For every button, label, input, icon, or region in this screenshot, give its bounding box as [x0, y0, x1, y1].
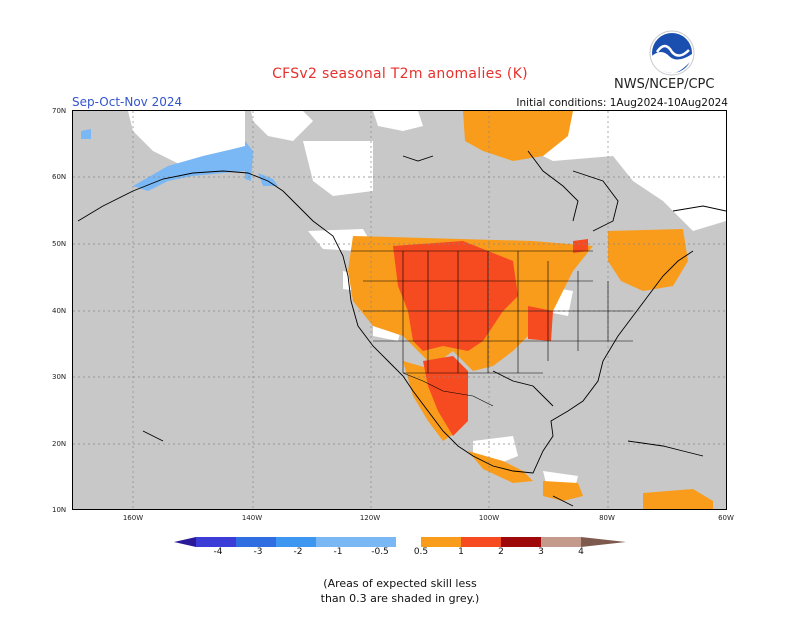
colorbar-seg [541, 537, 581, 547]
colorbar-seg [196, 537, 236, 547]
initial-conditions-label: Initial conditions: 1Aug2024-10Aug2024 [516, 97, 728, 109]
political-borders [351, 250, 633, 407]
lat-label-30n: 30N [52, 373, 67, 381]
colorbar-label: -0.5 [371, 547, 389, 557]
lat-label-40n: 40N [52, 307, 67, 315]
noaa-logo-icon [649, 30, 695, 76]
lon-label-120w: 120W [359, 514, 381, 522]
colorbar-label: -4 [213, 547, 223, 557]
lat-label-50n: 50N [52, 240, 67, 248]
agency-label: NWS/NCEP/CPC [614, 77, 715, 92]
colorbar-arrow-left [174, 537, 196, 547]
lon-label-140w: 140W [241, 514, 263, 522]
colorbar-label: 1 [458, 547, 464, 557]
colorbar-seg [356, 537, 396, 547]
lon-label-100w: 100W [478, 514, 500, 522]
colorbar-seg [236, 537, 276, 547]
colorbar-seg [501, 537, 541, 547]
anomaly-1-2-areas [393, 239, 588, 436]
colorbar-seg [461, 537, 501, 547]
lat-label-60n: 60N [52, 173, 67, 181]
skill-note: (Areas of expected skill less than 0.3 a… [0, 576, 800, 606]
skill-note-line2: than 0.3 are shaded in grey.) [320, 592, 480, 605]
season-label: Sep-Oct-Nov 2024 [72, 95, 183, 109]
colorbar-seg [421, 537, 461, 547]
colorbar [174, 537, 626, 547]
lat-label-70n: 70N [52, 107, 67, 115]
map-canvas [73, 111, 726, 509]
colorbar-arrow-right [581, 537, 626, 547]
lon-label-80w: 80W [599, 514, 615, 522]
colorbar-label: -3 [253, 547, 263, 557]
colorbar-label: 3 [538, 547, 544, 557]
colorbar-label: 4 [578, 547, 584, 557]
lat-label-10n: 10N [52, 506, 67, 514]
colorbar-label: -2 [293, 547, 303, 557]
colorbar-seg [276, 537, 316, 547]
lat-label-20n: 20N [52, 440, 67, 448]
colorbar-seg [396, 537, 421, 547]
skill-note-line1: (Areas of expected skill less [323, 577, 477, 590]
coastlines [77, 150, 726, 507]
colorbar-seg [316, 537, 356, 547]
colorbar-label: 0.5 [413, 547, 429, 557]
lon-label-60w: 60W [718, 514, 734, 522]
lon-label-160w: 160W [122, 514, 144, 522]
map-title: CFSv2 seasonal T2m anomalies (K) [272, 66, 528, 82]
colorbar-label: -1 [333, 547, 343, 557]
anomaly-map [72, 110, 727, 510]
colorbar-label: 2 [498, 547, 504, 557]
